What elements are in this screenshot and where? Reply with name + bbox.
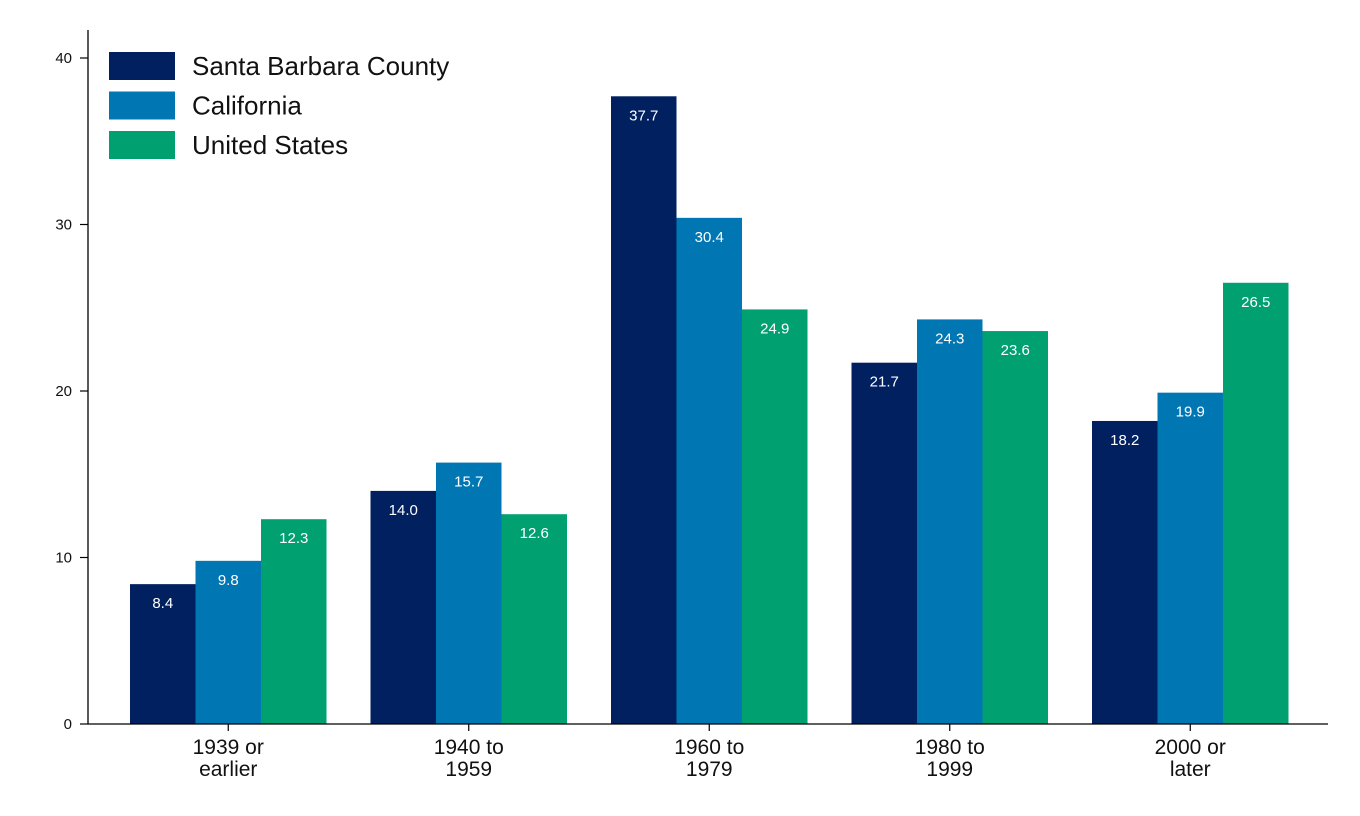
y-tick-label: 30 xyxy=(55,217,72,234)
y-tick-label: 0 xyxy=(64,716,72,733)
bar xyxy=(917,319,983,724)
bar xyxy=(611,96,677,725)
bar xyxy=(1092,420,1158,724)
bar xyxy=(261,519,327,724)
x-tick-label: 1980 to xyxy=(915,736,985,759)
bar-value-label: 14.0 xyxy=(389,502,418,519)
bar-value-label: 18.2 xyxy=(1110,432,1139,449)
bar-value-label: 12.6 xyxy=(520,525,549,542)
y-tick-label: 40 xyxy=(55,50,72,67)
bar-labels-layer: 8.4 9.8 12.3 14.0 15.7 12.6 37.7 30.4 24.9 21.7 24… xyxy=(152,107,1270,612)
bar xyxy=(1223,282,1289,724)
legend-label: United States xyxy=(192,130,348,160)
bar xyxy=(436,462,502,724)
x-tick-label: 1939 or xyxy=(193,736,264,759)
y-tick-label: 20 xyxy=(55,383,72,400)
legend: Santa Barbara County California United Sta… xyxy=(109,51,449,160)
bar-value-label: 9.8 xyxy=(218,572,239,589)
legend-label: Santa Barbara County xyxy=(192,51,449,81)
bar-value-label: 37.7 xyxy=(629,107,658,124)
legend-swatch xyxy=(109,52,175,80)
legend-swatch xyxy=(109,131,175,159)
legend-label: California xyxy=(192,91,302,121)
bar-value-label: 30.4 xyxy=(695,229,724,246)
bar-value-label: 12.3 xyxy=(279,530,308,547)
bar-value-label: 24.9 xyxy=(760,320,789,337)
bar xyxy=(195,560,261,724)
x-tick-label: 1979 xyxy=(686,758,733,781)
bar-value-label: 15.7 xyxy=(454,474,483,491)
y-tick-label: 10 xyxy=(55,550,72,567)
bar-value-label: 23.6 xyxy=(1001,342,1030,359)
bar xyxy=(982,331,1048,724)
x-tick-label: 1960 to xyxy=(674,736,744,759)
bar-value-label: 19.9 xyxy=(1176,404,1205,421)
x-tick-label: 1940 to xyxy=(434,736,504,759)
x-tick-label: 2000 or xyxy=(1155,736,1226,759)
bar xyxy=(676,217,742,724)
legend-swatch xyxy=(109,91,175,120)
bar-value-label: 8.4 xyxy=(152,595,173,612)
bar xyxy=(1157,392,1223,724)
bars-layer xyxy=(130,96,1289,725)
bar-value-label: 24.3 xyxy=(935,330,964,347)
bar-value-label: 26.5 xyxy=(1241,294,1270,311)
x-tick-label: earlier xyxy=(199,758,257,781)
x-tick-label: later xyxy=(1170,758,1211,781)
x-tick-label: 1959 xyxy=(445,758,492,781)
bar-value-label: 21.7 xyxy=(870,374,899,391)
bar xyxy=(370,490,436,724)
bar xyxy=(501,514,567,724)
bar xyxy=(851,362,917,724)
bar xyxy=(130,584,196,724)
bar xyxy=(742,309,808,724)
x-tick-label: 1999 xyxy=(926,758,973,781)
